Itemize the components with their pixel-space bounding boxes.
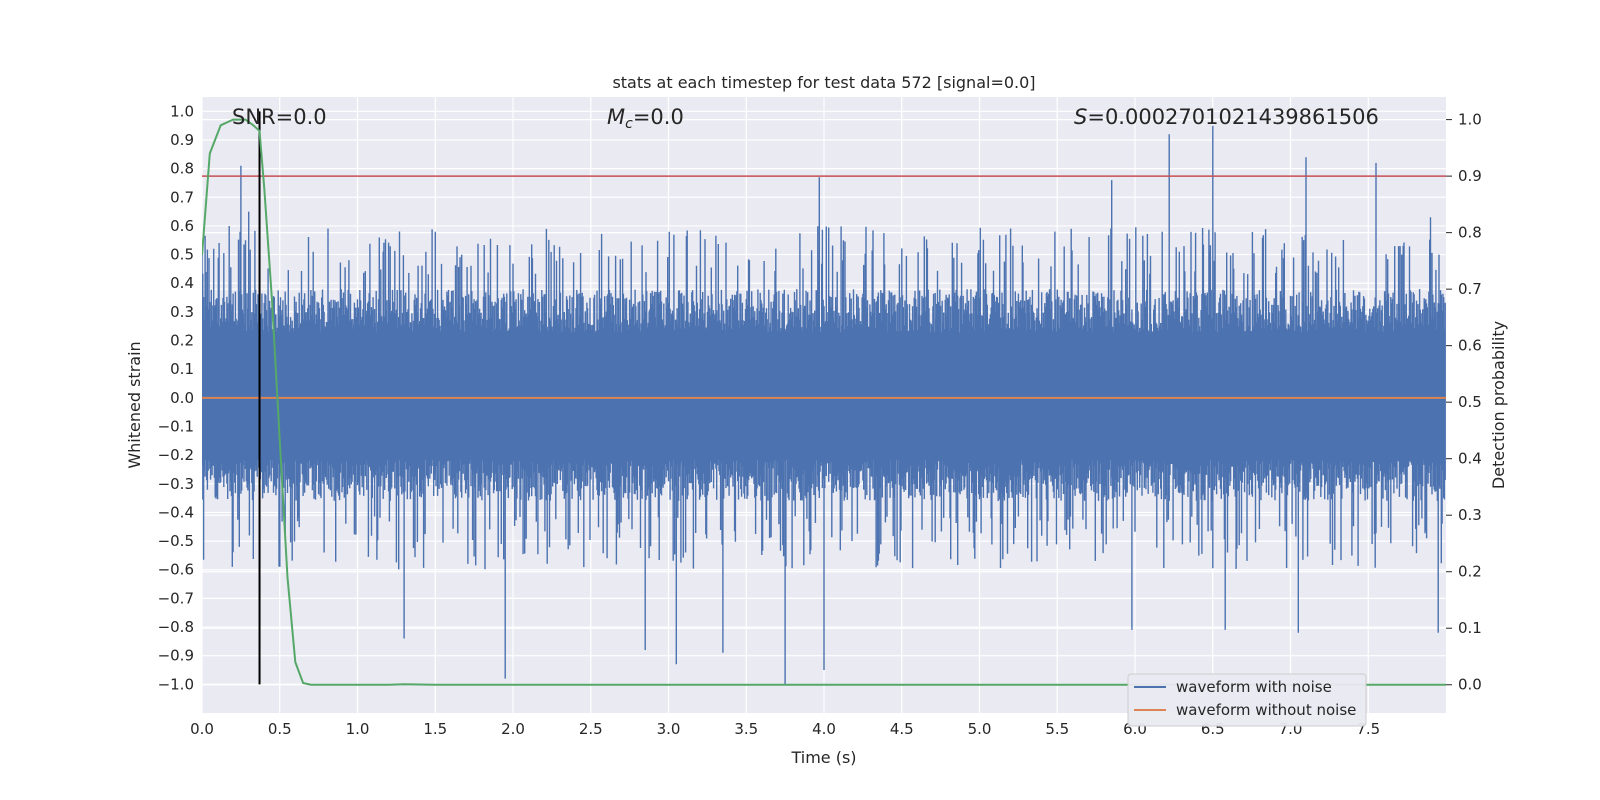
y2-tick-label: 0.8 xyxy=(1458,224,1482,242)
y-tick-label: −0.4 xyxy=(158,503,194,521)
x-tick-label: 1.5 xyxy=(423,720,447,738)
y-tick-label: 0.3 xyxy=(170,303,194,321)
y-tick-label: 0.6 xyxy=(170,217,194,235)
y2-tick-label: 0.6 xyxy=(1458,337,1482,355)
y2-tick-label: 0.0 xyxy=(1458,676,1482,694)
x-tick-labels: 0.0 0.5 1.0 1.5 2.0 2.5 3.0 3.5 4.0 4.5 5.0 5.5 6.0 6… xyxy=(190,720,1380,738)
y2-tick-label: 1.0 xyxy=(1458,111,1482,129)
noise-waveform-path xyxy=(202,125,1446,685)
y2-tick-label: 0.2 xyxy=(1458,563,1482,581)
y-tick-label: −0.6 xyxy=(158,561,194,579)
y-tick-label: −0.8 xyxy=(158,618,194,636)
y-tick-label: 0.9 xyxy=(170,131,194,149)
chart-title: stats at each timestep for test data 572… xyxy=(612,73,1035,92)
legend-label-waveform-with-noise: waveform with noise xyxy=(1176,678,1332,696)
y-tick-label: −0.5 xyxy=(158,532,194,550)
y-tick-label: −0.2 xyxy=(158,446,194,464)
snr-annotation: SNR=0.0 xyxy=(232,105,327,129)
mc-subscript: c xyxy=(625,116,633,132)
y2-tick-label: 0.5 xyxy=(1458,393,1482,411)
x-tick-label: 0.5 xyxy=(268,720,292,738)
y-axis-label: Whitened strain xyxy=(125,341,144,468)
y-tick-label: −0.7 xyxy=(158,589,194,607)
x-tick-label: 0.0 xyxy=(190,720,214,738)
y2-tick-labels: 1.0 0.9 0.8 0.7 0.6 0.5 0.4 0.3 0.2 0.1 0.0 xyxy=(1446,111,1482,694)
x-tick-label: 3.0 xyxy=(657,720,681,738)
x-axis-label: Time (s) xyxy=(790,748,856,767)
y-tick-label: 0.4 xyxy=(170,274,194,292)
y2-axis-label: Detection probability xyxy=(1489,321,1508,489)
mc-value: =0.0 xyxy=(633,105,684,129)
y2-tick-label: 0.9 xyxy=(1458,167,1482,185)
y-tick-label: 0.2 xyxy=(170,332,194,350)
y2-tick-label: 0.7 xyxy=(1458,280,1482,298)
legend: waveform with noise waveform without noi… xyxy=(1127,673,1367,727)
y-tick-label: 0.7 xyxy=(170,188,194,206)
x-tick-label: 4.0 xyxy=(812,720,836,738)
legend-box xyxy=(1127,673,1367,727)
x-tick-label: 2.5 xyxy=(579,720,603,738)
s-symbol: S xyxy=(1074,105,1087,129)
y-tick-label: 1.0 xyxy=(170,102,194,120)
y-tick-label: 0.8 xyxy=(170,160,194,178)
y2-tick-label: 0.4 xyxy=(1458,450,1482,468)
y-tick-label: −1.0 xyxy=(158,675,194,693)
y-tick-label: 0.1 xyxy=(170,360,194,378)
legend-label-waveform-without-noise: waveform without noise xyxy=(1176,701,1356,719)
series-detection-probability xyxy=(202,118,1446,686)
x-tick-label: 1.0 xyxy=(346,720,370,738)
y2-tick-label: 0.1 xyxy=(1458,619,1482,637)
x-tick-label: 2.0 xyxy=(501,720,525,738)
y-tick-label: −0.1 xyxy=(158,417,194,435)
mc-annotation: Mc=0.0 xyxy=(607,105,684,132)
y-tick-label: −0.3 xyxy=(158,475,194,493)
x-tick-label: 5.0 xyxy=(968,720,992,738)
s-value: =0.0002701021439861506 xyxy=(1087,105,1379,129)
y-tick-label: 0.5 xyxy=(170,246,194,264)
mc-symbol: M xyxy=(607,105,625,129)
y-tick-label: −0.9 xyxy=(158,647,194,665)
y-tick-label: 0.0 xyxy=(170,389,194,407)
s-annotation: S=0.0002701021439861506 xyxy=(1074,105,1379,129)
x-tick-label: 5.5 xyxy=(1045,720,1069,738)
series-waveform-with-noise xyxy=(202,125,1446,685)
x-tick-label: 3.5 xyxy=(734,720,758,738)
y-tick-labels: 1.0 0.9 0.8 0.7 0.6 0.5 0.4 0.3 0.2 0.1 0.0 −0.1 −0.… xyxy=(158,102,194,693)
y2-tick-label: 0.3 xyxy=(1458,506,1482,524)
x-tick-label: 4.5 xyxy=(890,720,914,738)
